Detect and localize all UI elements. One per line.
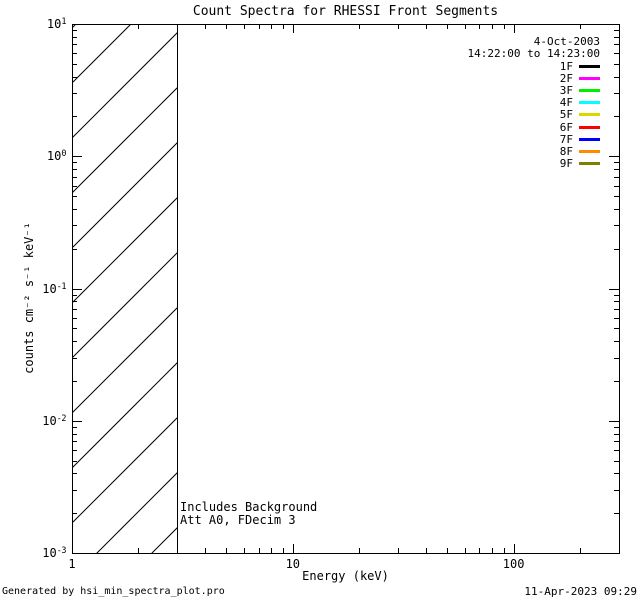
y-tick-label: 101 bbox=[46, 17, 67, 31]
legend-color-swatch bbox=[579, 64, 600, 68]
legend-entry-1F: 1F bbox=[468, 59, 600, 73]
legend-color-swatch bbox=[579, 162, 600, 166]
legend-entry-5F: 5F bbox=[468, 108, 600, 122]
legend-time-range: 14:22:00 to 14:23:00 bbox=[467, 47, 600, 60]
legend: 4-Oct-2003 14:22:00 to 14:23:00 1F 2F 3F 4F… bbox=[468, 36, 600, 170]
footer-timestamp: 11-Apr-2023 09:29 bbox=[524, 585, 637, 598]
hatched-region bbox=[72, 24, 178, 553]
x-tick-label: 100 bbox=[502, 557, 525, 571]
legend-series-label: 7F bbox=[559, 132, 573, 146]
legend-entry-3F: 3F bbox=[468, 83, 600, 97]
plot-note: Includes Background Att A0, FDecim 3 bbox=[180, 501, 317, 526]
legend-series-label: 2F bbox=[559, 71, 573, 85]
legend-entries: 1F 2F 3F 4F 5F 6F 7F 8F 9F bbox=[468, 60, 600, 170]
x-tick-label: 1 bbox=[68, 557, 76, 571]
legend-color-swatch bbox=[579, 137, 600, 141]
legend-series-label: 8F bbox=[559, 144, 573, 158]
legend-series-label: 6F bbox=[559, 120, 573, 134]
y-axis-title: counts cm⁻² s⁻¹ keV⁻¹ bbox=[22, 222, 36, 374]
chart-title: Count Spectra for RHESSI Front Segments bbox=[192, 4, 499, 19]
legend-entry-7F: 7F bbox=[468, 132, 600, 146]
x-tick-label: 10 bbox=[285, 557, 301, 571]
legend-series-label: 9F bbox=[559, 157, 573, 171]
legend-color-swatch bbox=[579, 113, 600, 117]
legend-date: 4-Oct-2003 bbox=[533, 35, 600, 48]
legend-series-label: 1F bbox=[559, 59, 573, 73]
legend-color-swatch bbox=[579, 88, 600, 92]
legend-color-swatch bbox=[579, 76, 600, 80]
y-tick-label: 10-3 bbox=[42, 546, 66, 560]
legend-series-label: 3F bbox=[559, 83, 573, 97]
axes-and-ticks bbox=[72, 24, 620, 554]
note-background-line: Includes Background bbox=[180, 500, 318, 514]
legend-color-swatch bbox=[579, 125, 600, 129]
legend-series-label: 4F bbox=[559, 96, 573, 110]
legend-entry-6F: 6F bbox=[468, 120, 600, 134]
legend-series-label: 5F bbox=[559, 108, 573, 122]
legend-entry-2F: 2F bbox=[468, 71, 600, 85]
y-tick-label: 10-1 bbox=[42, 281, 66, 296]
legend-entry-4F: 4F bbox=[468, 96, 600, 110]
legend-color-swatch bbox=[579, 149, 600, 153]
x-axis-title: Energy (keV) bbox=[302, 569, 389, 583]
y-tick-label: 10-2 bbox=[42, 413, 66, 428]
note-config-line: Att A0, FDecim 3 bbox=[180, 512, 296, 527]
footer-generated-by: Generated by hsi_min_spectra_plot.pro bbox=[2, 586, 225, 597]
legend-color-swatch bbox=[579, 101, 600, 105]
legend-entry-9F: 9F bbox=[468, 157, 600, 171]
legend-entry-8F: 8F bbox=[468, 144, 600, 158]
y-tick-label: 100 bbox=[46, 149, 67, 164]
